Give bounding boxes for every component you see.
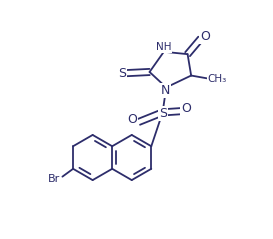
Text: O: O [127, 113, 137, 125]
Text: CH₃: CH₃ [208, 74, 227, 84]
Text: NH: NH [156, 42, 171, 52]
Text: S: S [118, 67, 126, 80]
Text: Br: Br [48, 174, 60, 184]
Text: O: O [182, 102, 191, 115]
Text: S: S [159, 107, 167, 120]
Text: N: N [160, 85, 170, 98]
Text: O: O [200, 30, 210, 43]
